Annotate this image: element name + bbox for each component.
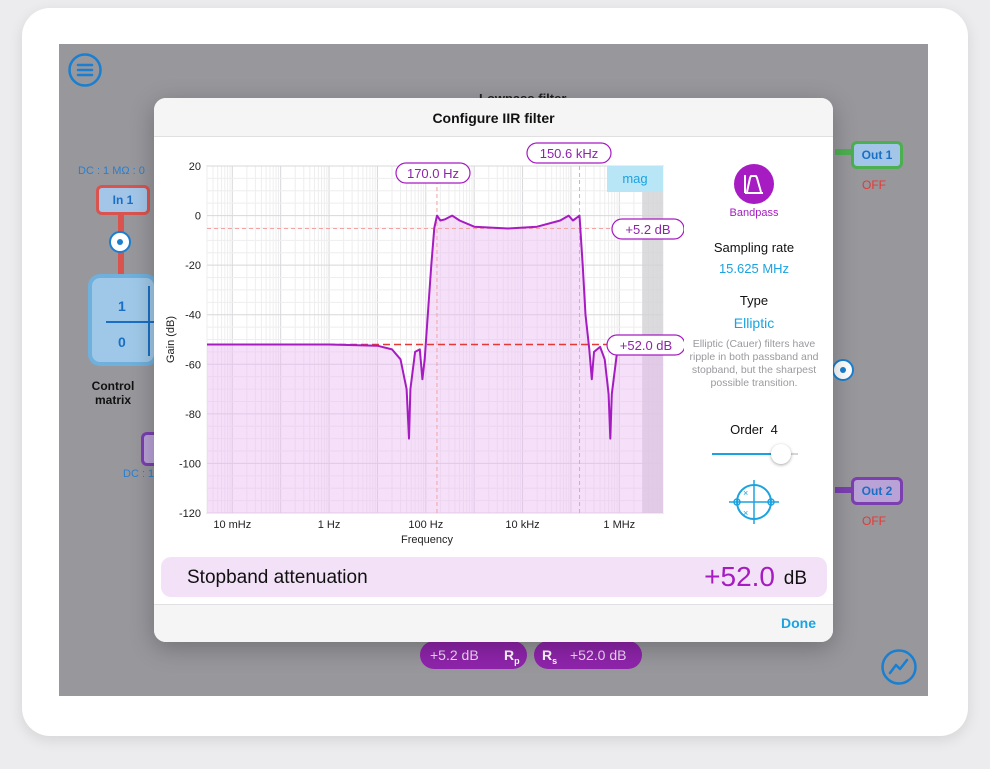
rs-value: +52.0 dB	[570, 647, 627, 663]
matrix-value-top: 1	[118, 298, 126, 314]
high-cut-badge: 150.6 kHz	[540, 146, 599, 161]
x-tick-label: 10 mHz	[213, 519, 251, 531]
order-row: Order 4	[694, 422, 814, 437]
purple-node-stub	[141, 432, 158, 466]
out1-state: OFF	[862, 178, 886, 192]
sampling-rate-value[interactable]: 15.625 MHz	[718, 261, 790, 276]
out2-button[interactable]: Out 2	[851, 477, 903, 505]
series-fill	[207, 215, 663, 513]
bandpass-icon	[744, 175, 763, 194]
x-tick-label: 10 kHz	[505, 519, 539, 531]
out2-wire	[835, 487, 855, 493]
low-cut-badge: 170.0 Hz	[407, 166, 459, 181]
pole-zero-button[interactable]: × ×	[727, 478, 781, 526]
rp-label: Rp	[504, 647, 520, 666]
rs-label: Rs	[542, 647, 558, 666]
out1-button[interactable]: Out 1	[851, 141, 903, 169]
order-slider-thumb[interactable]	[771, 444, 792, 464]
svg-text:×: ×	[743, 508, 748, 518]
out1-wire	[835, 149, 855, 155]
trend-icon	[881, 649, 917, 685]
y-axis-label: Gain (dB)	[165, 316, 177, 363]
in1-button[interactable]: In 1	[96, 185, 150, 215]
control-matrix[interactable]: 1 0	[88, 274, 158, 366]
matrix-label-line2: matrix	[94, 393, 132, 407]
y-tick-label: -80	[185, 409, 201, 421]
side-connector-icon[interactable]	[832, 359, 854, 381]
scope-button[interactable]	[881, 649, 917, 685]
order-value: 4	[770, 422, 778, 437]
x-tick-label: 1 MHz	[603, 519, 635, 531]
type-value[interactable]: Elliptic	[733, 315, 775, 331]
passband-ripple-pill[interactable]: +5.2 dB Rp	[420, 641, 527, 669]
low-cut-badge-box	[395, 162, 471, 184]
series-line	[207, 214, 664, 440]
done-button[interactable]: Done	[781, 615, 816, 631]
x-axis-label: Frequency	[401, 534, 453, 546]
menu-icon	[68, 53, 102, 87]
y-tick-label: 0	[195, 211, 201, 223]
y-tick-label: -40	[185, 310, 201, 322]
passband-ripple-badge: +5.2 dB	[625, 222, 670, 237]
dc-label-bottom: DC : 1	[123, 468, 155, 480]
type-description: Elliptic (Cauer) filters have ripple in …	[689, 338, 819, 389]
order-label: Order	[730, 422, 764, 437]
type-title: Type	[739, 293, 769, 308]
matrix-label-line1: Control	[91, 379, 135, 393]
x-tick-label: 100 Hz	[408, 519, 443, 531]
filter-shape-label: Bandpass	[729, 207, 779, 219]
passband-ripple-badge-box	[611, 218, 684, 240]
stopband-badge-box	[606, 334, 684, 356]
menu-button[interactable]	[68, 53, 102, 87]
order-slider[interactable]	[712, 443, 798, 465]
stopband-atten-pill[interactable]: Rs +52.0 dB	[534, 641, 642, 669]
svg-text:×: ×	[743, 488, 748, 498]
high-cut-badge-box	[526, 142, 612, 164]
rp-value: +5.2 dB	[430, 647, 479, 663]
stopband-title: Stopband attenuation	[187, 567, 368, 588]
configure-iir-dialog: Configure IIR filter 20 0 -20 -40 -60 -80 -100…	[154, 98, 833, 642]
stopband-unit: dB	[783, 568, 807, 589]
mag-tab	[607, 166, 663, 192]
matrix-value-bottom: 0	[118, 334, 126, 350]
control-matrix-label: Control matrix	[83, 379, 143, 407]
stopband-attenuation-row[interactable]: Stopband attenuation +52.0 dB	[161, 557, 827, 597]
y-tick-label: -100	[179, 458, 201, 470]
y-tick-label: -120	[179, 508, 201, 520]
out2-state: OFF	[862, 514, 886, 528]
order-slider-fill	[712, 453, 782, 455]
sampling-rate-title: Sampling rate	[713, 240, 795, 255]
pole-zero-icon: × ×	[729, 480, 779, 524]
dialog-footer: Done	[154, 604, 833, 642]
y-tick-label: -60	[185, 359, 201, 371]
mag-tab-label: mag	[622, 171, 647, 186]
in1-connector-icon[interactable]	[109, 231, 131, 253]
y-tick-label: 20	[189, 161, 201, 173]
dc-label-top: DC : 1 MΩ : 0	[78, 165, 145, 177]
stopband-badge: +52.0 dB	[620, 338, 672, 353]
stopband-value: +52.0	[704, 561, 775, 592]
bandpass-button[interactable]	[734, 164, 774, 204]
y-tick-label: -20	[185, 260, 201, 272]
x-tick-label: 1 Hz	[318, 519, 341, 531]
dialog-title: Configure IIR filter	[154, 98, 833, 137]
gain-chart[interactable]: 20 0 -20 -40 -60 -80 -100 -120 10 mHz 1 Hz 100 Hz 1…	[154, 138, 684, 550]
